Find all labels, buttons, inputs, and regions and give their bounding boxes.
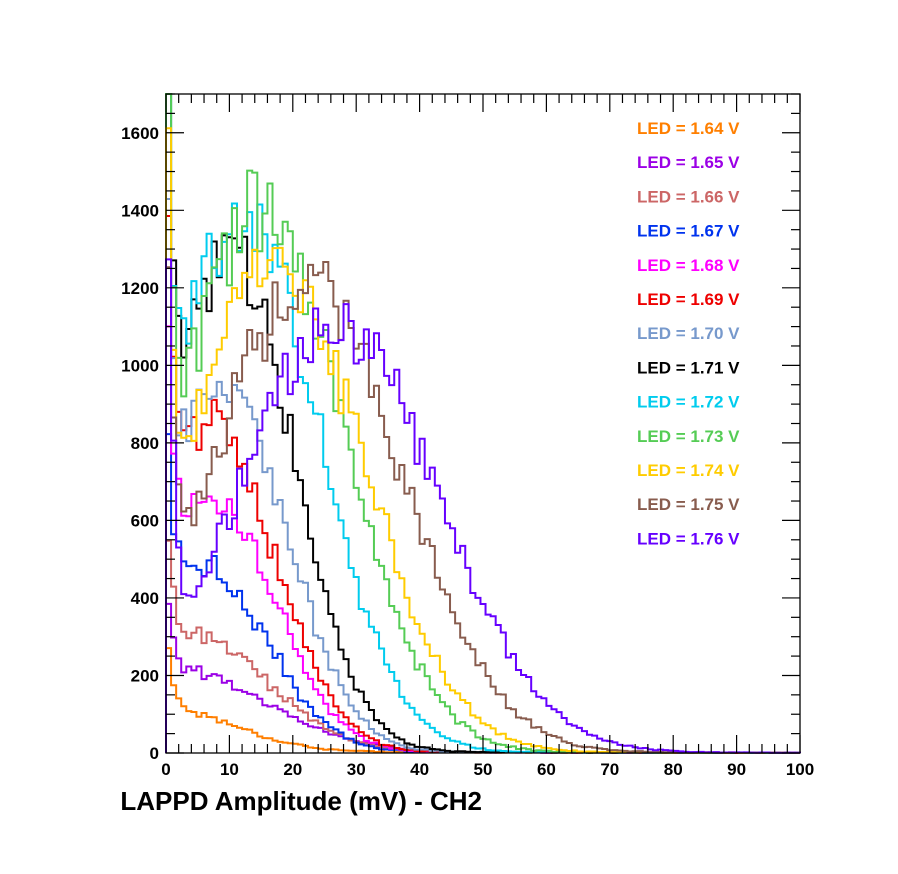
y-tick-label: 1600	[121, 124, 159, 143]
x-tick-label: 90	[727, 760, 746, 779]
y-tick-label: 200	[131, 666, 159, 685]
series-line-2	[165, 602, 801, 754]
series-line-13	[165, 258, 801, 754]
x-tick-label: 50	[474, 760, 493, 779]
y-tick-label: 1200	[121, 279, 159, 298]
legend-entry-13: LED = 1.76 V	[637, 529, 740, 548]
legend-entry-1: LED = 1.64 V	[637, 119, 740, 138]
x-tick-label: 30	[347, 760, 366, 779]
legend-entry-5: LED = 1.68 V	[637, 256, 740, 275]
legend-entry-7: LED = 1.70 V	[637, 324, 740, 343]
y-tick-labels: 0 200 400 600 800 1000 1200 1400 1600	[121, 124, 159, 763]
x-tick-label: 10	[220, 760, 239, 779]
series-line-4	[165, 433, 801, 754]
legend-entry-6: LED = 1.69 V	[637, 290, 740, 309]
y-tick-label: 400	[131, 589, 159, 608]
y-tick-label: 1000	[121, 356, 159, 375]
legend-entry-2: LED = 1.65 V	[637, 153, 740, 172]
legend-entry-12: LED = 1.75 V	[637, 495, 740, 514]
legend-entry-10: LED = 1.73 V	[637, 427, 740, 446]
x-tick-labels: 0 10 20 30 40 50 60 70 80 90 100	[161, 760, 814, 779]
x-tick-label: 0	[161, 760, 170, 779]
x-tick-label: 20	[283, 760, 302, 779]
legend-entry-9: LED = 1.72 V	[637, 393, 740, 412]
x-tick-label: 80	[664, 760, 683, 779]
y-tick-label: 600	[131, 511, 159, 530]
y-tick-label: 0	[150, 744, 159, 763]
y-tick-label: 1400	[121, 201, 159, 220]
legend-entry-3: LED = 1.66 V	[637, 187, 740, 206]
x-axis-title: LAPPD Amplitude (mV) - CH2	[120, 786, 482, 816]
axis-ticks	[165, 93, 801, 754]
legend: LED = 1.64 V LED = 1.65 V LED = 1.66 V LED …	[637, 119, 740, 548]
y-tick-label: 800	[131, 434, 159, 453]
x-tick-label: 60	[537, 760, 556, 779]
x-tick-label: 70	[600, 760, 619, 779]
x-tick-label: 100	[786, 760, 814, 779]
legend-entry-4: LED = 1.67 V	[637, 222, 740, 241]
legend-entry-8: LED = 1.71 V	[637, 358, 740, 377]
legend-entry-11: LED = 1.74 V	[637, 461, 740, 480]
x-tick-label: 40	[410, 760, 429, 779]
